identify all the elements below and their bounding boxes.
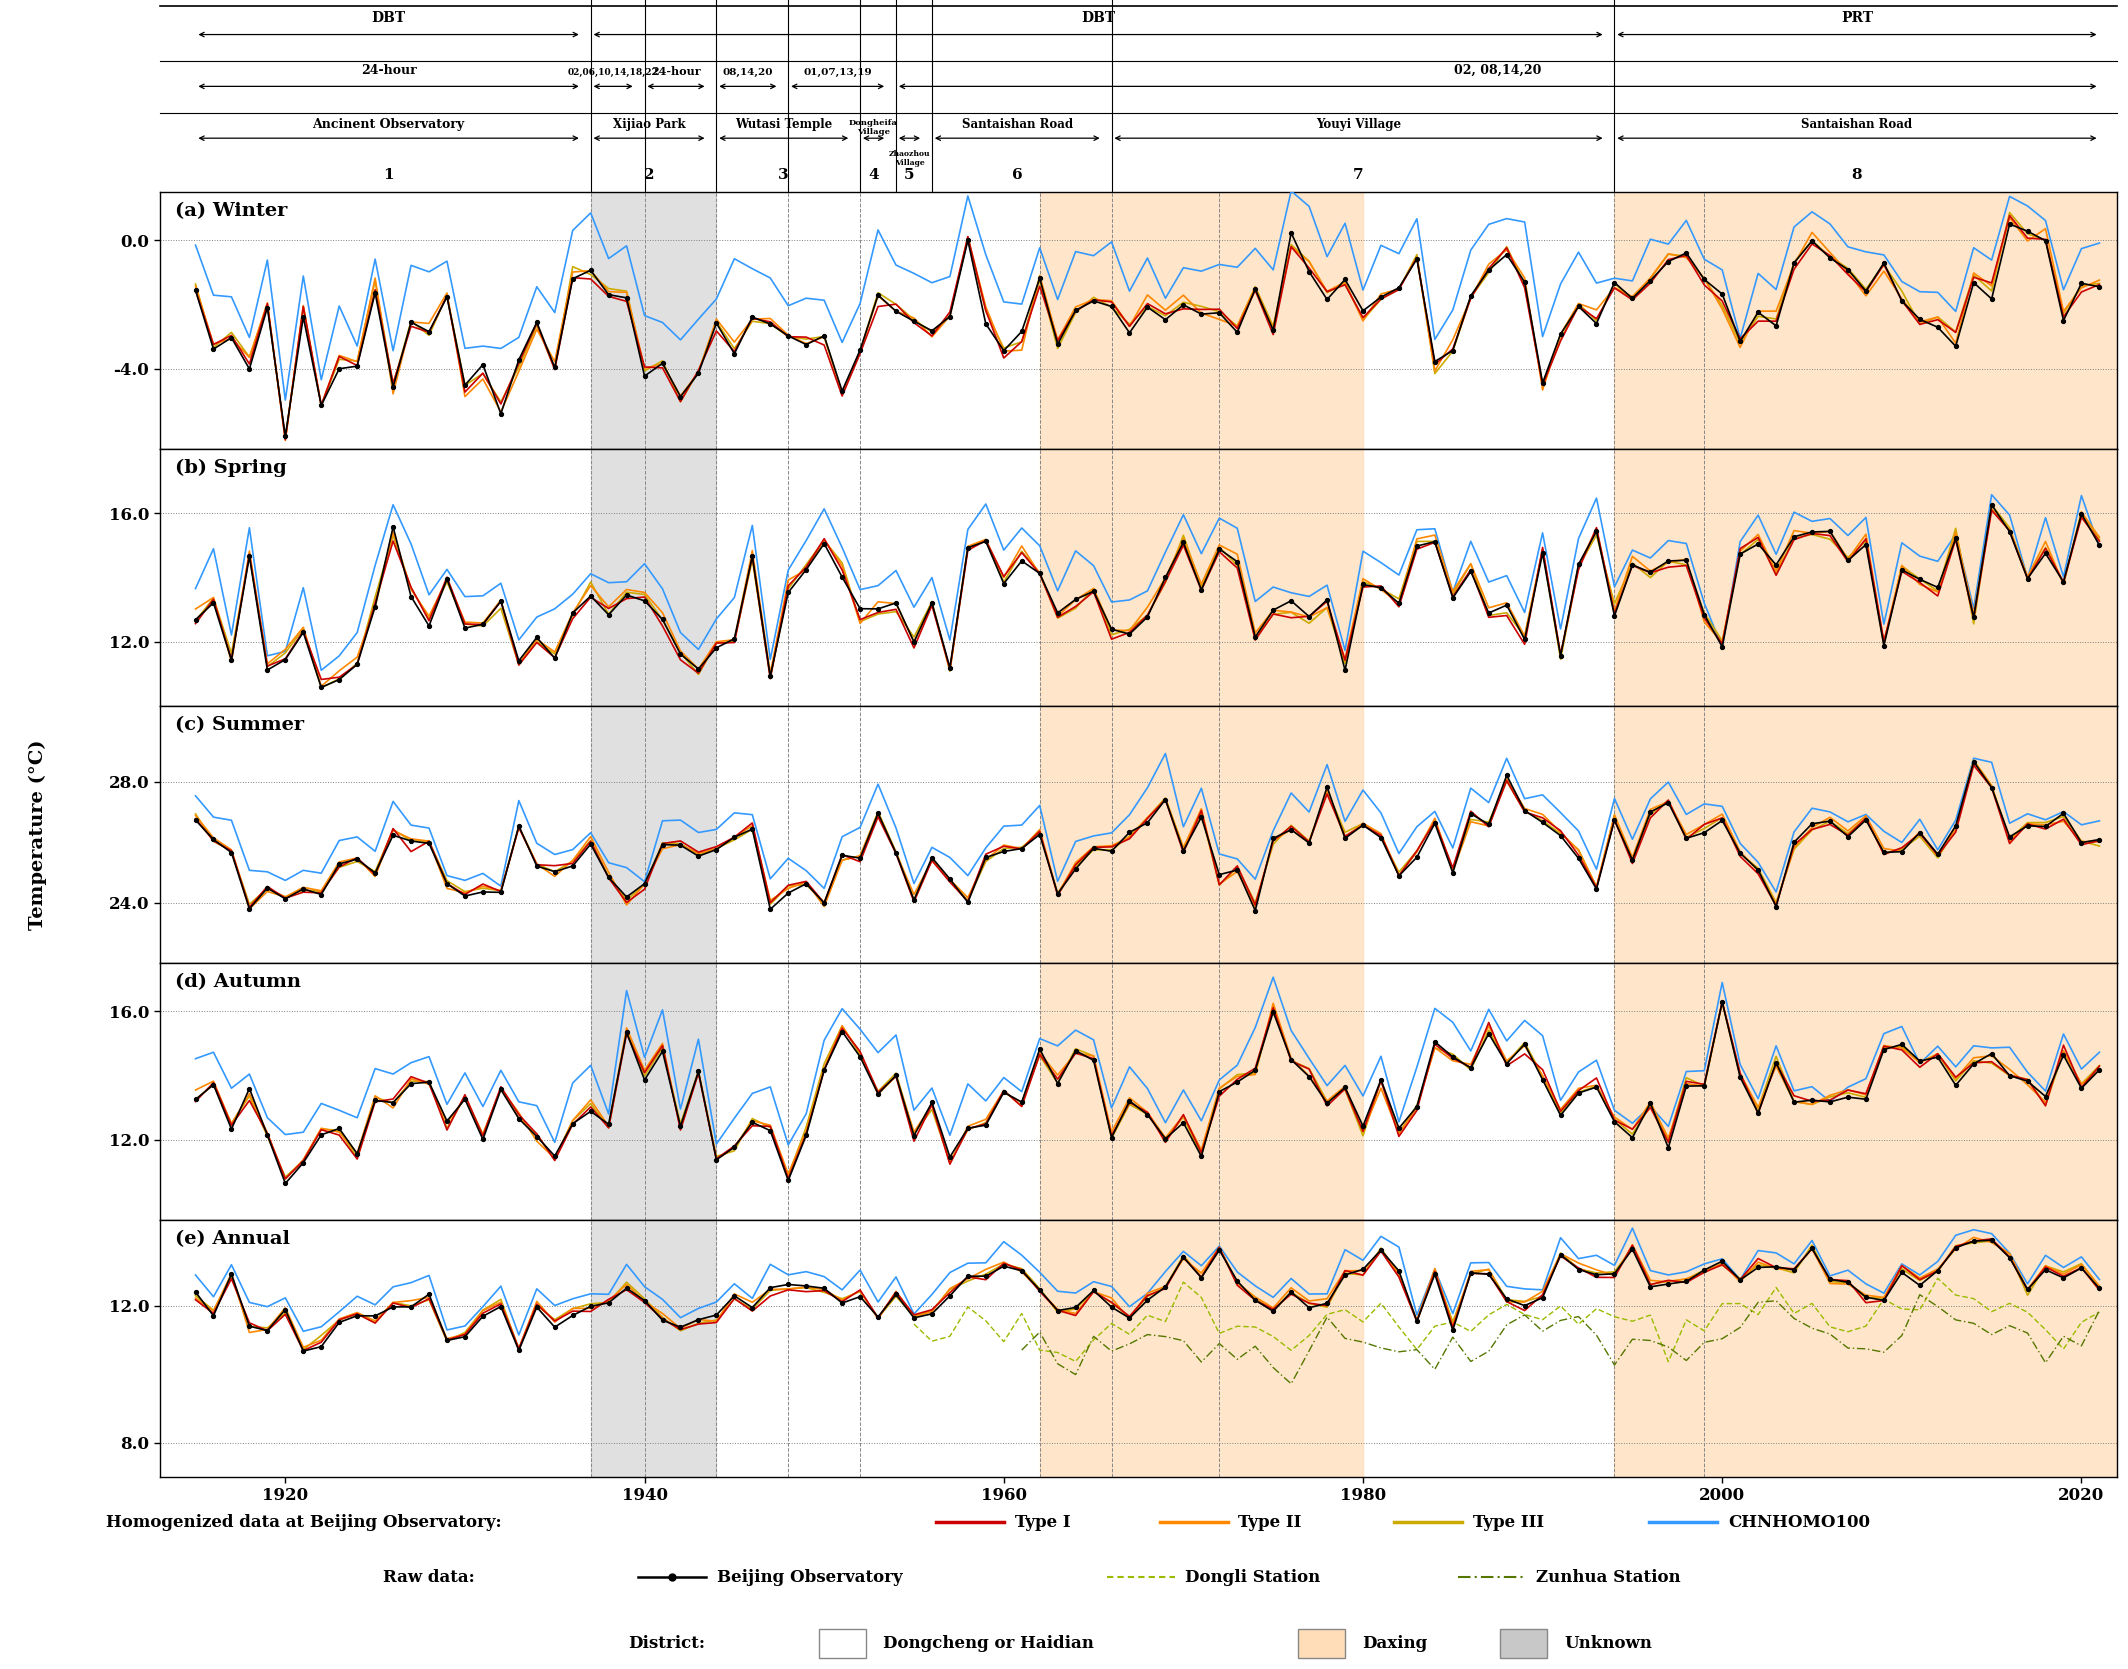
Text: 2: 2 [645, 169, 653, 182]
Bar [1041, 449, 1364, 706]
Text: Type III: Type III [1473, 1514, 1543, 1530]
Text: Raw data:: Raw data: [383, 1569, 475, 1586]
Text: 02, 08,14,20: 02, 08,14,20 [1453, 63, 1541, 77]
Bar [1615, 1220, 2117, 1477]
Text: Unknown: Unknown [1564, 1636, 1651, 1652]
Text: Wutasi Temple: Wutasi Temple [734, 117, 832, 130]
Text: 6: 6 [1013, 169, 1024, 182]
Text: DBT: DBT [1081, 12, 1115, 25]
Text: Xijiao Park: Xijiao Park [613, 117, 685, 130]
Text: 24-hour: 24-hour [362, 63, 417, 77]
Text: 4: 4 [868, 169, 879, 182]
Text: Type I: Type I [1015, 1514, 1070, 1530]
Bar [1041, 963, 1364, 1220]
Text: 08,14,20: 08,14,20 [724, 68, 772, 77]
Text: (b) Spring: (b) Spring [174, 459, 287, 477]
Text: Dongheifa
Village: Dongheifa Village [849, 118, 898, 137]
Text: 7: 7 [1353, 169, 1364, 182]
Text: Temperature (°C): Temperature (°C) [30, 739, 47, 930]
Text: DBT: DBT [372, 12, 406, 25]
Text: CHNHOMO100: CHNHOMO100 [1728, 1514, 1871, 1530]
Text: (e) Annual: (e) Annual [174, 1230, 289, 1248]
Text: Homogenized data at Beijing Observatory:: Homogenized data at Beijing Observatory: [106, 1514, 502, 1530]
Text: Dongcheng or Haidian: Dongcheng or Haidian [883, 1636, 1094, 1652]
Bar [592, 192, 717, 449]
Text: (c) Summer: (c) Summer [174, 716, 304, 734]
Bar [1041, 706, 1364, 963]
Text: (a) Winter: (a) Winter [174, 202, 287, 220]
Text: Dongli Station: Dongli Station [1185, 1569, 1321, 1586]
Text: Santaishan Road: Santaishan Road [1802, 117, 1913, 130]
Bar [592, 1220, 717, 1477]
Text: 8: 8 [1851, 169, 1862, 182]
Bar [819, 1629, 866, 1657]
Text: 02,06,10,14,18,22: 02,06,10,14,18,22 [568, 68, 658, 77]
Text: Youyi Village: Youyi Village [1315, 117, 1400, 130]
Text: Type II: Type II [1238, 1514, 1302, 1530]
Text: 5: 5 [904, 169, 915, 182]
Bar [592, 449, 717, 706]
Text: Zhaozhou
Village: Zhaozhou Village [890, 150, 930, 167]
Text: Daxing: Daxing [1362, 1636, 1428, 1652]
Text: 1: 1 [383, 169, 394, 182]
Bar [592, 706, 717, 963]
Text: 3: 3 [779, 169, 789, 182]
Bar [1041, 192, 1364, 449]
Text: 24-hour: 24-hour [651, 65, 700, 77]
Text: 01,07,13,19: 01,07,13,19 [802, 68, 872, 77]
Bar [1298, 1629, 1345, 1657]
Text: Santaishan Road: Santaishan Road [962, 117, 1073, 130]
Text: PRT: PRT [1841, 12, 1873, 25]
Bar [1615, 192, 2117, 449]
Bar [1500, 1629, 1547, 1657]
Bar [1615, 706, 2117, 963]
Text: Beijing Observatory: Beijing Observatory [717, 1569, 902, 1586]
Bar [1615, 449, 2117, 706]
Bar [592, 963, 717, 1220]
Text: Ancinent Observatory: Ancinent Observatory [313, 117, 464, 130]
Bar [1615, 963, 2117, 1220]
Text: District:: District: [628, 1636, 704, 1652]
Text: Zunhua Station: Zunhua Station [1536, 1569, 1681, 1586]
Text: (d) Autumn: (d) Autumn [174, 973, 302, 991]
Bar [1041, 1220, 1364, 1477]
